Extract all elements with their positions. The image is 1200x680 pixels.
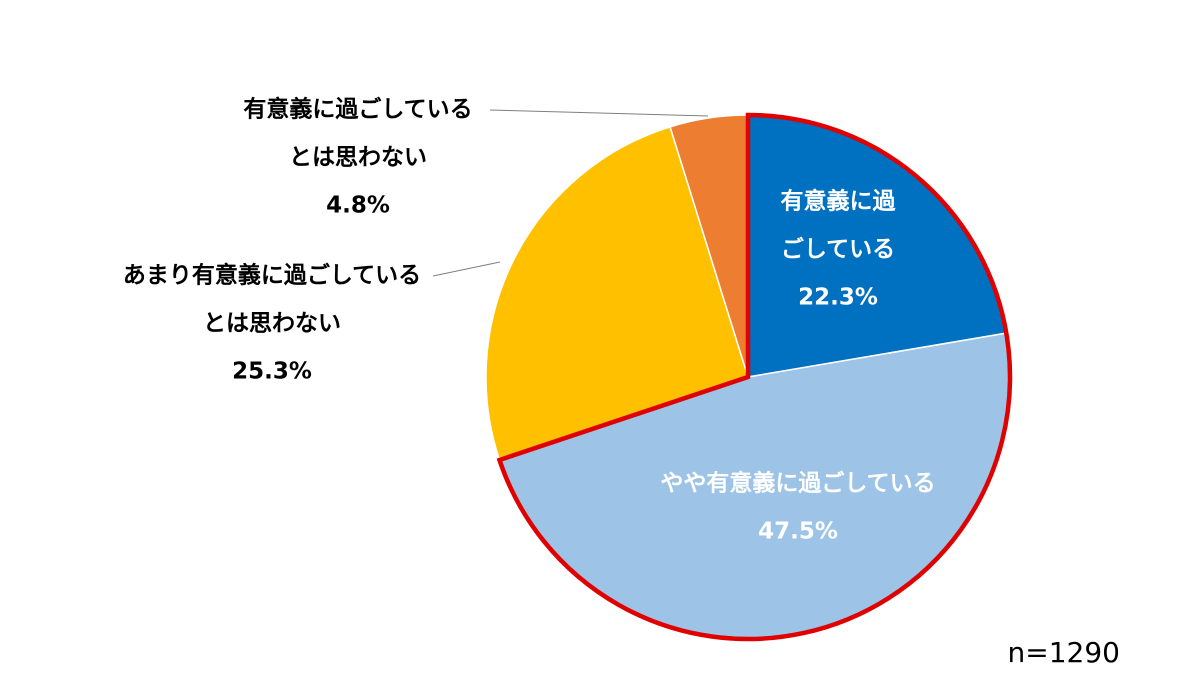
leader-line-3 [489, 109, 709, 117]
slice-label-0: 有意義に過 [781, 188, 897, 215]
highlight-border [496, 112, 1013, 642]
slice-label-2: とは思わない [203, 311, 341, 337]
highlight-outline [496, 112, 1013, 642]
pie-slice-2 [485, 125, 749, 461]
slice-percent-3: 4.8% [326, 193, 390, 219]
slice-label-0: ごしている [781, 236, 895, 263]
slice-percent-0: 22.3% [798, 285, 878, 311]
pie-slices [485, 114, 1011, 640]
sample-size-note: n=1290 [1007, 636, 1120, 669]
leader-line-2 [432, 261, 501, 277]
slice-percent-1: 47.5% [758, 519, 838, 545]
slice-label-3: とは思わない [289, 145, 427, 171]
slice-label-2: あまり有意義に過ごしている [123, 262, 421, 289]
slice-label-3: 有意義に過ごしている [243, 96, 472, 123]
leader-lines [432, 109, 709, 277]
slice-labels: 有意義に過ごしている22.3%やや有意義に過ごしている47.5%あまり有意義に過… [123, 96, 936, 545]
slice-label-1: やや有意義に過ごしている [660, 470, 935, 497]
slice-percent-2: 25.3% [232, 359, 312, 385]
